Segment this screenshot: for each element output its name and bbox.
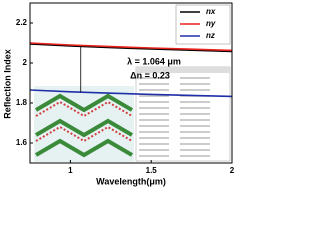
x-tick-label: 1.5 [146,166,158,175]
y-tick-label: 2.2 [16,18,28,27]
legend-label: nx [206,7,216,16]
legend-label: ny [206,19,216,28]
plot-frame [29,2,233,164]
inset [34,66,231,162]
legend-label: nz [206,31,215,40]
x-axis-label: Wavelength(μm) [96,176,166,186]
y-axis-label: Reflection Index [2,49,12,119]
line [29,43,233,53]
annotation: λ = 1.064 μm [127,56,181,66]
line [29,42,233,52]
y-tick-label: 2 [23,58,28,67]
x-tick-label: 1 [68,166,73,175]
table-rows [139,77,210,157]
table-header [136,67,230,73]
y-tick-label: 1.8 [16,98,28,107]
crystal-chain [35,100,133,143]
chart: Reflection Index Wavelength(μm) λ = 1.06… [2,2,235,186]
crystal-chain [34,93,134,158]
crystal-structure [34,86,134,162]
y-tick-label: 1.6 [16,138,28,147]
x-tick-label: 2 [230,166,235,175]
line [29,89,233,98]
annotation: Δn = 0.23 [130,70,170,80]
